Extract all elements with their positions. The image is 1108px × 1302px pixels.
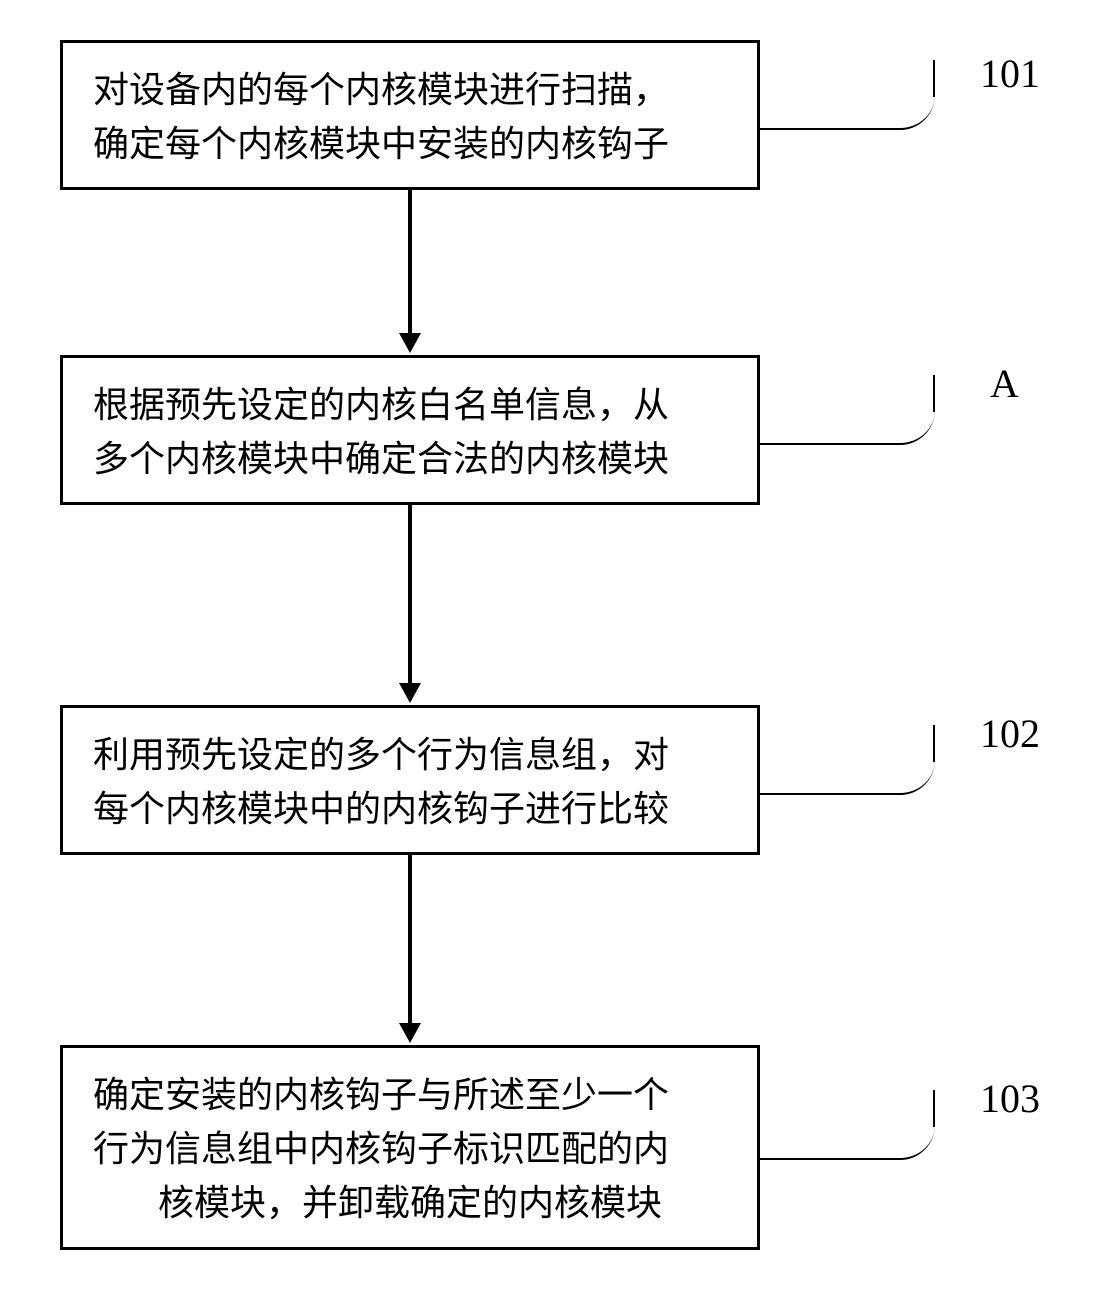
flow-node-101: 对设备内的每个内核模块进行扫描， 确定每个内核模块中安装的内核钩子 [60,40,760,190]
node-text-line: 根据预先设定的内核白名单信息，从 [93,378,727,432]
node-label: 102 [980,710,1040,757]
label-connector [760,95,935,130]
node-text-line: 确定每个内核模块中安装的内核钩子 [93,117,727,171]
node-text-line: 对设备内的每个内核模块进行扫描， [93,63,727,117]
label-connector [760,1125,935,1160]
arrow-head-icon [399,333,421,353]
flow-arrow [408,505,412,685]
flow-arrow [408,190,412,335]
arrow-head-icon [399,683,421,703]
flow-node-a: 根据预先设定的内核白名单信息，从 多个内核模块中确定合法的内核模块 [60,355,760,505]
label-connector [760,760,935,795]
node-label: A [990,360,1019,407]
node-label: 101 [980,50,1040,97]
flow-node-103: 确定安装的内核钩子与所述至少一个 行为信息组中内核钩子标识匹配的内 核模块，并卸… [60,1045,760,1250]
label-connector [760,410,935,445]
label-connector [933,725,983,762]
node-text-line: 多个内核模块中确定合法的内核模块 [93,432,727,486]
node-text-line: 每个内核模块中的内核钩子进行比较 [93,782,727,836]
node-text-line: 确定安装的内核钩子与所述至少一个 [93,1068,727,1122]
node-text-line: 行为信息组中内核钩子标识匹配的内 [93,1122,727,1176]
arrow-head-icon [399,1023,421,1043]
label-connector [933,60,983,97]
flow-arrow [408,855,412,1025]
label-connector [933,1090,983,1127]
node-text-line: 利用预先设定的多个行为信息组，对 [93,728,727,782]
label-connector [933,375,983,412]
node-text-line: 核模块，并卸载确定的内核模块 [93,1176,727,1230]
node-label: 103 [980,1075,1040,1122]
flow-node-102: 利用预先设定的多个行为信息组，对 每个内核模块中的内核钩子进行比较 [60,705,760,855]
